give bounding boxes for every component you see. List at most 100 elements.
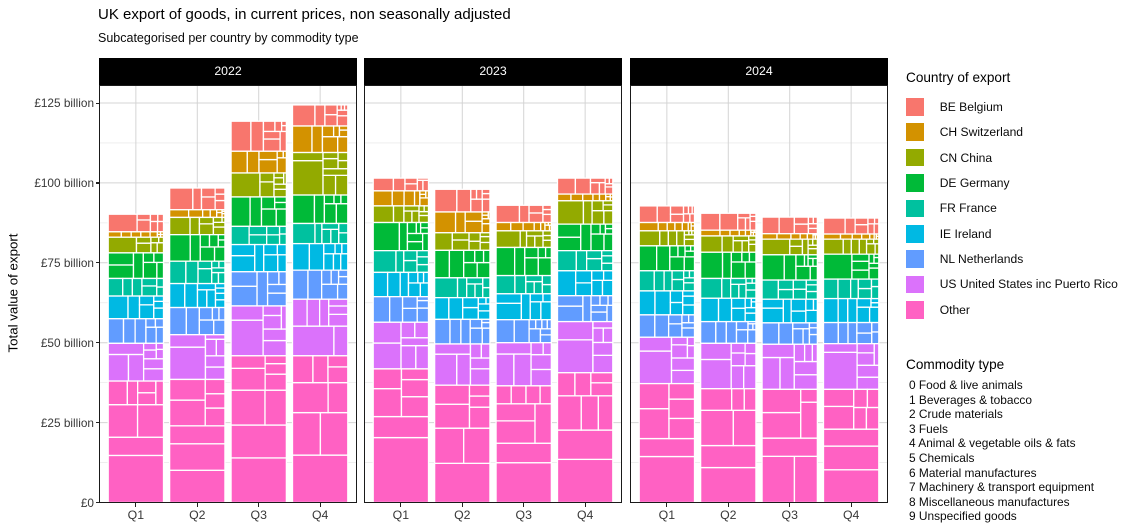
commodity-cell: [599, 295, 609, 306]
commodity-cell: [530, 368, 553, 387]
commodity-cell: [451, 239, 470, 251]
segment-ch: [433, 211, 491, 234]
country-legend-items: BE Belgium CH Switzerland CN China DE Germa…: [906, 98, 1118, 326]
commodity-cell: [669, 290, 684, 304]
commodity-cell: [580, 395, 600, 431]
commodity-cell: [518, 204, 530, 224]
panel-border: [364, 85, 622, 503]
commodity-cell: [744, 229, 752, 237]
commodity-cell: [602, 204, 614, 212]
segment-ie: [699, 297, 757, 323]
commodity-cell: [400, 344, 417, 370]
commodity-cell: [137, 380, 157, 394]
commodity-cell: [416, 299, 430, 309]
commodity-cell: [657, 221, 668, 232]
commodity-cell: [462, 296, 479, 309]
segment-cn: [168, 216, 226, 236]
commodity-cell: [761, 411, 802, 439]
commodity-cell: [668, 382, 696, 400]
commodity-cell: [525, 385, 541, 405]
commodity-cell: [676, 230, 686, 247]
commodity-cell: [468, 395, 491, 408]
segment-ie: [433, 296, 491, 321]
commodity-cell: [262, 339, 287, 357]
segment-nl: [822, 321, 880, 345]
commodity-cell: [419, 221, 430, 229]
commodity-cell: [585, 257, 603, 272]
commodity-cell: [671, 270, 685, 281]
commodity-cell: [136, 213, 152, 221]
commodity-cell: [126, 380, 139, 406]
commodity-cell: [221, 216, 226, 223]
commodity-cell: [868, 253, 875, 264]
commodity-cell: [535, 319, 543, 330]
commodity-cell: [130, 231, 142, 238]
commodity-cell: [291, 104, 316, 127]
commodity-cell: [168, 306, 187, 336]
commodity-cell: [433, 249, 451, 279]
commodity-cell: [686, 336, 696, 347]
commodity-cell: [291, 269, 309, 300]
commodity-cell: [699, 251, 724, 280]
legend-item: CH Switzerland: [906, 123, 1118, 142]
commodity-cell: [273, 172, 285, 179]
commodity-cell: [541, 283, 553, 295]
commodity-cell: [510, 385, 527, 405]
segment-other: [291, 355, 349, 504]
segment-nl: [291, 269, 349, 300]
commodity-cell: [262, 314, 283, 330]
commodity-cell: [107, 295, 129, 320]
commodity-cell: [291, 242, 311, 271]
commodity-cell: [291, 222, 316, 245]
segment-us: [168, 334, 226, 381]
commodity-cell: [372, 205, 395, 224]
segment-us: [699, 342, 757, 390]
commodity-cell: [322, 174, 337, 196]
commodity-cell: [400, 337, 430, 347]
commodity-cell: [168, 469, 226, 504]
commodity-cell: [334, 242, 343, 255]
commodity-cell: [466, 277, 484, 285]
commodity-cell: [743, 365, 757, 390]
commodity-cell: [400, 368, 430, 381]
commodity-cell: [399, 271, 410, 298]
segment-cn: [699, 235, 757, 253]
commodity-cell: [278, 225, 288, 235]
commodity-cell: [591, 210, 605, 225]
commodity-cell: [480, 343, 491, 359]
segment-ie: [230, 243, 288, 273]
commodity-cell: [575, 282, 593, 297]
commodity-cell: [590, 233, 605, 252]
segment-other: [107, 380, 165, 504]
commodity-cell: [529, 293, 544, 303]
y-tick-label: £25 billion: [40, 415, 94, 430]
legend-swatch: [906, 148, 924, 167]
segment-de: [638, 245, 696, 272]
commodity-cell: [107, 404, 139, 438]
commodity-cell: [468, 240, 481, 251]
bar-2022-Q3: [230, 120, 288, 504]
segment-ie: [495, 293, 553, 321]
segment-de: [761, 254, 819, 281]
commodity-cell: [590, 311, 608, 323]
commodity-cell: [200, 196, 216, 211]
segment-fr: [822, 278, 880, 300]
commodity-cell: [198, 306, 214, 321]
commodity-cell: [792, 328, 804, 345]
legend-label: DE Germany: [939, 175, 1010, 190]
commodity-cell: [200, 187, 216, 198]
commodity-cell: [155, 342, 165, 351]
commodity-cell: [495, 403, 536, 422]
commodity-cell: [495, 302, 523, 321]
segment-nl: [230, 271, 288, 307]
commodity-cell: [744, 306, 757, 314]
commodity-cell: [168, 234, 191, 262]
commodity-cell: [256, 271, 269, 307]
commodity-cell: [168, 346, 207, 381]
commodity-cell: [198, 216, 215, 225]
segment-other: [168, 378, 226, 504]
commodity-cell: [211, 306, 220, 321]
commodity-cell: [138, 295, 155, 306]
commodity-cell: [790, 233, 801, 240]
y-tick-label: £75 billion: [40, 255, 94, 270]
